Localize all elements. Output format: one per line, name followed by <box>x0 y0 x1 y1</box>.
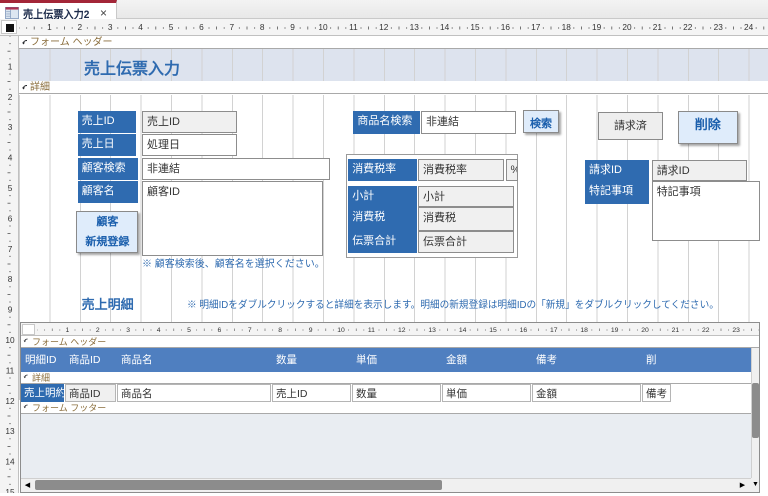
svg-text:2: 2 <box>96 327 100 334</box>
svg-text:3: 3 <box>8 122 13 132</box>
svg-text:18: 18 <box>580 327 588 334</box>
svg-text:7: 7 <box>229 22 234 32</box>
svg-text:10: 10 <box>337 327 345 334</box>
svg-text:15: 15 <box>489 327 497 334</box>
svg-text:11: 11 <box>349 22 358 32</box>
svg-text:8: 8 <box>260 22 265 32</box>
svg-text:23: 23 <box>714 22 724 32</box>
svg-text:1: 1 <box>66 327 70 334</box>
svg-text:23: 23 <box>732 327 740 334</box>
svg-text:13: 13 <box>410 22 420 32</box>
svg-text:14: 14 <box>440 22 450 32</box>
svg-text:3: 3 <box>108 22 113 32</box>
svg-text:1: 1 <box>47 22 52 32</box>
svg-text:18: 18 <box>562 22 572 32</box>
svg-text:6: 6 <box>8 213 13 223</box>
svg-text:2: 2 <box>77 22 82 32</box>
svg-text:1: 1 <box>8 61 13 71</box>
svg-text:6: 6 <box>218 327 222 334</box>
svg-text:6: 6 <box>199 22 204 32</box>
svg-text:5: 5 <box>8 183 13 193</box>
svg-text:7: 7 <box>248 327 252 334</box>
svg-text:14: 14 <box>5 457 15 467</box>
svg-text:19: 19 <box>611 327 619 334</box>
svg-text:13: 13 <box>5 426 15 436</box>
svg-text:17: 17 <box>550 327 558 334</box>
svg-text:8: 8 <box>8 274 13 284</box>
svg-text:20: 20 <box>641 327 649 334</box>
svg-text:16: 16 <box>520 327 528 334</box>
svg-text:12: 12 <box>398 327 406 334</box>
svg-text:9: 9 <box>309 327 313 334</box>
svg-text:14: 14 <box>459 327 467 334</box>
svg-text:11: 11 <box>368 327 375 334</box>
svg-text:4: 4 <box>8 153 13 163</box>
svg-text:10: 10 <box>5 335 15 345</box>
svg-text:2: 2 <box>8 92 13 102</box>
svg-text:11: 11 <box>6 365 15 375</box>
svg-text:4: 4 <box>157 327 161 334</box>
svg-text:8: 8 <box>278 327 282 334</box>
svg-text:3: 3 <box>126 327 130 334</box>
svg-text:12: 12 <box>379 22 389 32</box>
svg-text:12: 12 <box>5 396 15 406</box>
svg-text:5: 5 <box>169 22 174 32</box>
svg-text:15: 15 <box>470 22 480 32</box>
svg-text:19: 19 <box>592 22 602 32</box>
svg-text:17: 17 <box>531 22 541 32</box>
svg-text:15: 15 <box>5 487 15 493</box>
svg-text:16: 16 <box>501 22 511 32</box>
svg-text:20: 20 <box>622 22 632 32</box>
svg-text:13: 13 <box>428 327 436 334</box>
svg-text:24: 24 <box>744 22 754 32</box>
svg-text:22: 22 <box>702 327 710 334</box>
svg-text:21: 21 <box>653 22 663 32</box>
svg-text:10: 10 <box>318 22 328 32</box>
svg-text:4: 4 <box>138 22 143 32</box>
svg-text:5: 5 <box>187 327 191 334</box>
svg-text:9: 9 <box>290 22 295 32</box>
svg-text:9: 9 <box>8 305 13 315</box>
svg-text:21: 21 <box>672 327 680 334</box>
svg-text:22: 22 <box>683 22 693 32</box>
svg-text:7: 7 <box>8 244 13 254</box>
